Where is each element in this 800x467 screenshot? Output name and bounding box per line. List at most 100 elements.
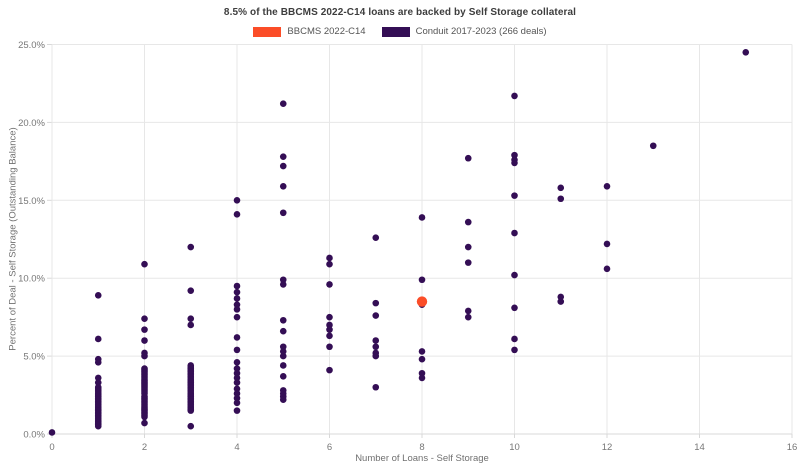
data-point (94, 422, 102, 430)
data-point (187, 315, 195, 323)
data-point (94, 292, 102, 299)
x-tick-label: 8 (419, 442, 424, 453)
data-point (464, 218, 472, 226)
data-point (326, 332, 333, 340)
data-point (464, 307, 472, 315)
data-point (233, 359, 241, 366)
data-point (511, 92, 518, 100)
legend-swatch (253, 26, 282, 37)
x-tick-label: 2 (142, 442, 147, 453)
chart-title: 8.5% of the BBCMS 2022-C14 loans are bac… (223, 7, 577, 18)
data-point (279, 100, 287, 108)
data-point (187, 321, 195, 329)
y-tick-label: 25.0% (18, 40, 45, 51)
data-point (94, 379, 102, 386)
data-point (557, 298, 565, 305)
x-tick-label: 16 (787, 442, 798, 453)
data-point (233, 301, 241, 308)
data-point (372, 352, 380, 360)
data-point (279, 396, 287, 404)
legend-label: BBCMS 2022-C14 (287, 26, 366, 37)
data-point (233, 379, 241, 386)
data-point (233, 295, 241, 302)
y-tick-label: 0.0% (23, 430, 45, 441)
data-point (48, 429, 56, 436)
data-point (416, 296, 428, 307)
data-point (279, 276, 287, 284)
data-point (233, 313, 241, 321)
data-point (326, 366, 333, 374)
y-tick-label: 15.0% (18, 196, 45, 207)
data-point (233, 365, 241, 372)
data-point (279, 209, 287, 217)
legend-label: Conduit 2017-2023 (266 deals) (415, 26, 547, 37)
data-point (511, 304, 518, 312)
data-point (603, 240, 611, 248)
data-point (511, 192, 518, 199)
data-point (418, 374, 426, 382)
data-point (511, 229, 518, 237)
data-point (233, 390, 241, 397)
data-point (326, 343, 333, 351)
data-point (233, 374, 241, 382)
data-point (187, 422, 195, 430)
data-point (279, 373, 287, 380)
data-point (187, 243, 195, 251)
legend: BBCMS 2022-C14 Conduit 2017-2023 (266 dea… (0, 26, 800, 37)
data-point (279, 182, 287, 190)
y-tick-label: 5.0% (23, 352, 45, 363)
data-point (372, 337, 380, 344)
data-point (233, 407, 241, 414)
data-point (279, 352, 287, 360)
data-point (418, 355, 426, 363)
data-point (141, 260, 148, 268)
data-point (557, 184, 565, 192)
data-point (557, 195, 565, 203)
data-point (233, 334, 241, 341)
x-tick-label: 10 (509, 442, 520, 453)
data-point (279, 362, 287, 369)
data-point (372, 299, 380, 307)
data-point (372, 343, 380, 351)
data-point (279, 327, 287, 335)
data-point (141, 315, 148, 323)
data-point (511, 346, 518, 354)
data-point (326, 254, 333, 262)
data-point (279, 348, 287, 355)
data-point (742, 48, 750, 56)
data-point (326, 321, 333, 329)
data-point (279, 343, 287, 351)
data-point (233, 346, 241, 354)
data-point (649, 142, 657, 150)
data-point (94, 359, 102, 366)
data-point (233, 211, 241, 218)
data-point (141, 337, 148, 344)
x-axis-title: Number of Loans - Self Storage (355, 453, 489, 464)
y-tick-label: 10.0% (18, 274, 45, 285)
data-point (141, 352, 148, 360)
data-point (418, 214, 426, 221)
x-tick-label: 0 (49, 442, 54, 453)
data-point (511, 151, 518, 159)
data-point (94, 335, 102, 343)
data-point (372, 312, 380, 319)
data-point (233, 394, 241, 402)
data-point (279, 153, 287, 160)
data-point (141, 419, 148, 427)
data-point (464, 154, 472, 162)
data-point (233, 306, 241, 313)
data-point (279, 162, 287, 170)
data-point (418, 369, 426, 377)
legend-item: BBCMS 2022-C14 (253, 26, 366, 37)
data-point (326, 326, 333, 333)
data-point (141, 326, 148, 333)
data-point (141, 413, 148, 421)
data-point (418, 276, 426, 284)
data-point (233, 288, 241, 296)
data-point (511, 159, 518, 167)
data-point (187, 287, 195, 294)
data-point (418, 348, 426, 355)
data-point (372, 234, 380, 241)
